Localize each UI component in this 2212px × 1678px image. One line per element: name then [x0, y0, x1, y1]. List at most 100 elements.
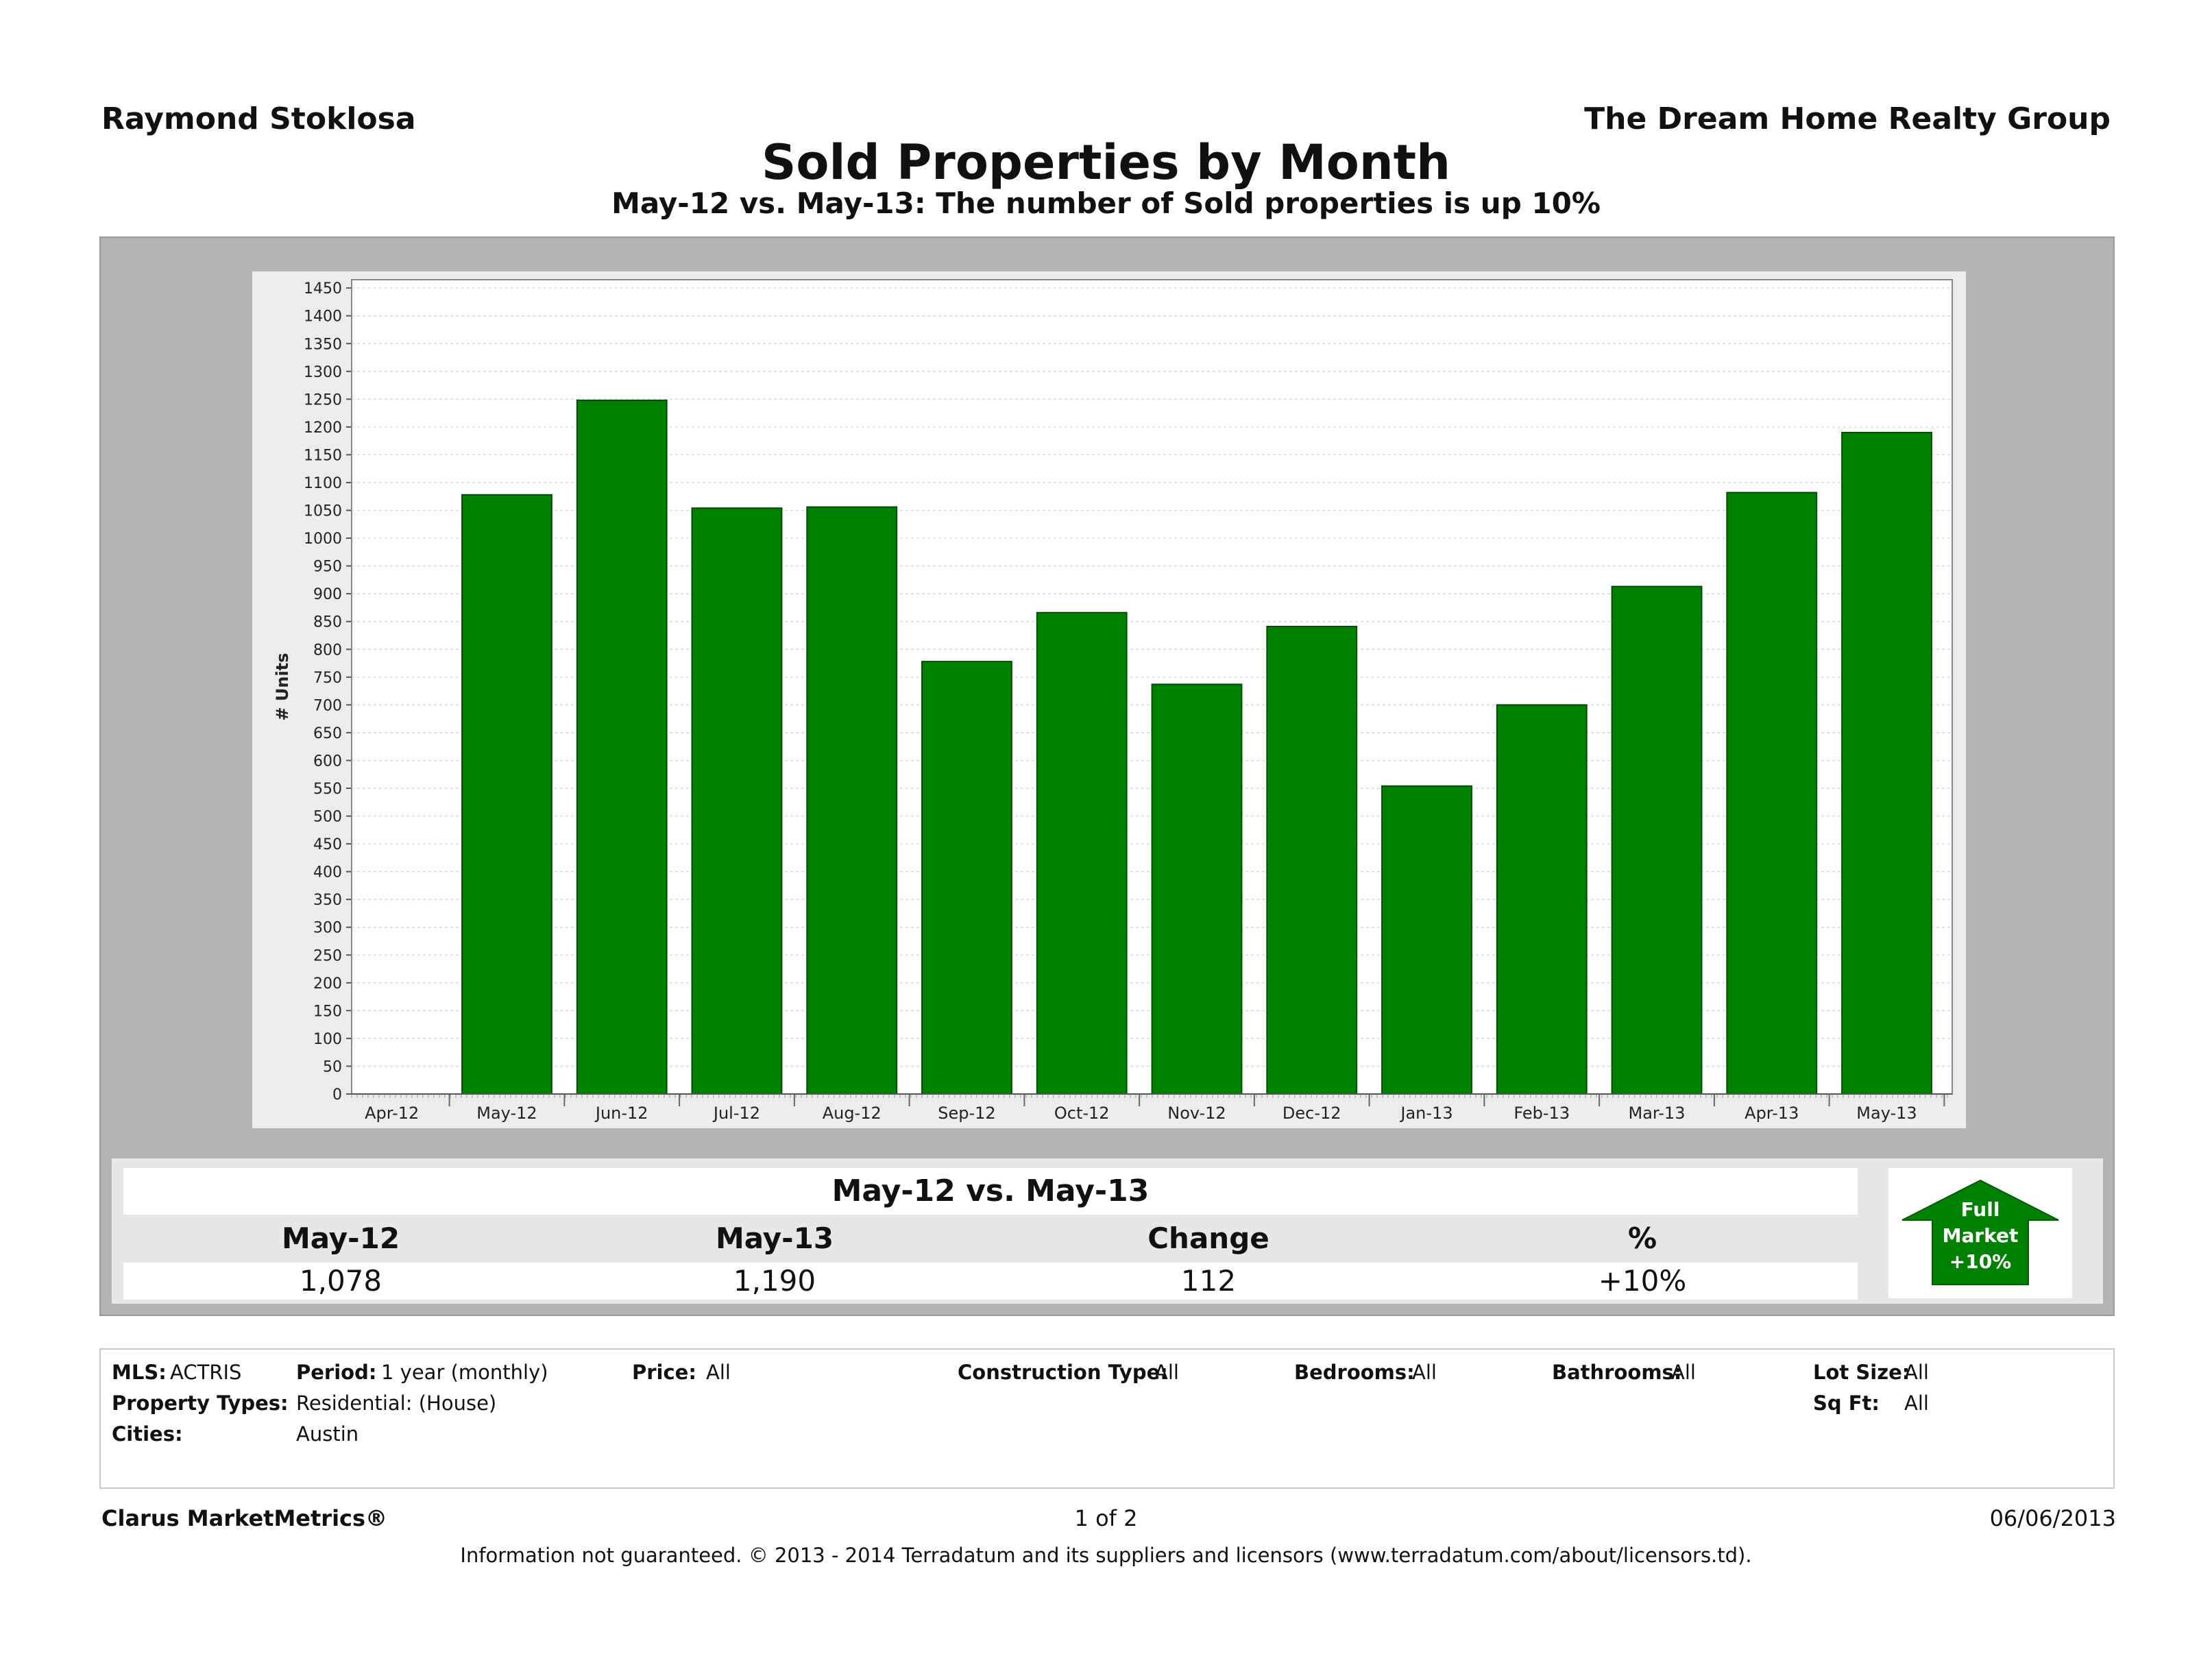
- x-tick-label: Jan-13: [1399, 1104, 1453, 1123]
- filter-period-value: 1 year (monthly): [381, 1361, 548, 1384]
- filter-construction-label: Construction Type:: [958, 1361, 1168, 1384]
- summary-header-change: Change: [1147, 1221, 1269, 1255]
- summary-title: May-12 vs. May-13: [123, 1168, 1858, 1215]
- bar-chart: 0 50 100 150 200 250 300 350 400 450 500 550 600 650 7…: [273, 279, 1953, 1123]
- y-tick-label: 650: [313, 725, 342, 742]
- y-tick-label: 400: [313, 864, 342, 881]
- filter-proptypes-label: Property Types:: [112, 1391, 289, 1415]
- up-arrow-icon: Full Market +10%: [1901, 1179, 2059, 1285]
- bar: [1726, 491, 1818, 1095]
- y-tick-label: 550: [313, 781, 342, 798]
- badge-line-3: +10%: [1949, 1250, 2011, 1273]
- y-tick-label: 1050: [304, 503, 342, 520]
- filter-mls-value: ACTRIS: [170, 1361, 242, 1384]
- x-tick-label: Oct-12: [1054, 1104, 1110, 1123]
- report-date: 06/06/2013: [1989, 1505, 2116, 1531]
- bar: [921, 661, 1012, 1095]
- agent-name: Raymond Stoklosa: [101, 101, 416, 136]
- bar: [1841, 432, 1932, 1095]
- y-tick-label: 600: [313, 753, 342, 770]
- x-tick-label: May-13: [1856, 1104, 1917, 1123]
- filter-bedrooms-value: All: [1412, 1361, 1437, 1384]
- x-tick-label: Jul-12: [712, 1104, 760, 1123]
- filter-bedrooms-label: Bedrooms:: [1294, 1361, 1415, 1384]
- y-tick-label: 1150: [304, 447, 342, 464]
- y-tick-label: 1350: [304, 336, 342, 353]
- y-tick-label: 350: [313, 892, 342, 909]
- filter-lotsize-label: Lot Size:: [1813, 1361, 1910, 1384]
- filter-price-label: Price:: [632, 1361, 696, 1384]
- filters-panel: [99, 1348, 2115, 1489]
- y-tick-label: 700: [313, 697, 342, 714]
- filter-cities-label: Cities:: [112, 1422, 183, 1446]
- filter-sqft-label: Sq Ft:: [1813, 1391, 1880, 1415]
- bar: [806, 506, 898, 1095]
- filter-construction-value: All: [1154, 1361, 1179, 1384]
- summary-header-may13: May-13: [715, 1221, 834, 1255]
- x-tick-label: Sep-12: [938, 1104, 995, 1123]
- y-tick-label: 900: [313, 586, 342, 603]
- y-tick-label: 300: [313, 920, 342, 937]
- summary-header-percent: %: [1627, 1221, 1657, 1255]
- bar: [461, 494, 552, 1095]
- x-tick-label: Aug-12: [823, 1104, 882, 1123]
- y-tick-label: 750: [313, 670, 342, 687]
- bar: [691, 507, 783, 1095]
- x-tick-label: Dec-12: [1283, 1104, 1341, 1123]
- bar: [1151, 683, 1243, 1095]
- bar: [1381, 785, 1472, 1095]
- summary-value-change: 112: [1180, 1264, 1237, 1298]
- bar: [576, 399, 668, 1095]
- page-indicator: 1 of 2: [1074, 1505, 1138, 1531]
- filter-cities-value: Austin: [296, 1422, 359, 1446]
- y-tick-label: 1000: [304, 531, 342, 548]
- filter-bathrooms-label: Bathrooms:: [1552, 1361, 1682, 1384]
- y-tick-label: 1250: [304, 391, 342, 409]
- y-tick-label: 1300: [304, 364, 342, 381]
- x-tick-label: Feb-13: [1514, 1104, 1570, 1123]
- x-tick-label: Apr-12: [365, 1104, 419, 1123]
- chart-frame: 0 50 100 150 200 250 300 350 400 450 500 550 600 650 7…: [252, 271, 1966, 1128]
- y-tick-label: 500: [313, 809, 342, 826]
- summary-values-row: [123, 1263, 1858, 1300]
- badge-line-1: Full: [1961, 1198, 2000, 1221]
- badge-line-2: Market: [1943, 1224, 2019, 1247]
- chart-title: Sold Properties by Month: [762, 134, 1450, 191]
- filter-period-label: Period:: [296, 1361, 377, 1384]
- y-tick-label: 50: [323, 1058, 342, 1075]
- summary-header-may12: May-12: [281, 1221, 400, 1255]
- x-tick-label: Nov-12: [1167, 1104, 1226, 1123]
- filter-price-value: All: [706, 1361, 731, 1384]
- x-tick-label: Mar-13: [1629, 1104, 1686, 1123]
- y-axis-title: # Units: [273, 653, 292, 720]
- y-tick-label: 450: [313, 836, 342, 853]
- summary-value-may12: 1,078: [299, 1264, 382, 1298]
- chart-subtitle: May-12 vs. May-13: The number of Sold pr…: [611, 186, 1601, 220]
- bar: [1496, 704, 1588, 1095]
- bar: [1266, 626, 1358, 1095]
- y-tick-label: 150: [313, 1003, 342, 1020]
- summary-value-may13: 1,190: [733, 1264, 816, 1298]
- filter-mls-label: MLS:: [112, 1361, 167, 1384]
- y-tick-label: 250: [313, 947, 342, 964]
- y-tick-label: 850: [313, 614, 342, 631]
- bar: [1036, 611, 1128, 1095]
- y-tick-label: 950: [313, 559, 342, 576]
- y-tick-label: 1100: [304, 475, 342, 492]
- company-name: The Dream Home Realty Group: [1584, 101, 2111, 136]
- footer-brand: Clarus MarketMetrics®: [101, 1505, 388, 1531]
- disclaimer: Information not guaranteed. © 2013 - 201…: [460, 1544, 1752, 1567]
- y-tick-label: 0: [332, 1086, 342, 1104]
- x-tick-label: Apr-13: [1745, 1104, 1799, 1123]
- bar: [1611, 585, 1703, 1095]
- y-tick-label: 100: [313, 1031, 342, 1048]
- x-tick-label: May-12: [476, 1104, 537, 1123]
- filter-bathrooms-value: All: [1671, 1361, 1696, 1384]
- market-badge: Full Market +10%: [1888, 1168, 2072, 1298]
- x-tick-label: Jun-12: [594, 1104, 648, 1123]
- y-tick-label: 200: [313, 975, 342, 993]
- summary-value-percent: +10%: [1598, 1264, 1687, 1298]
- filter-lotsize-value: All: [1904, 1361, 1929, 1384]
- y-tick-label: 1200: [304, 420, 342, 437]
- filter-sqft-value: All: [1904, 1391, 1929, 1415]
